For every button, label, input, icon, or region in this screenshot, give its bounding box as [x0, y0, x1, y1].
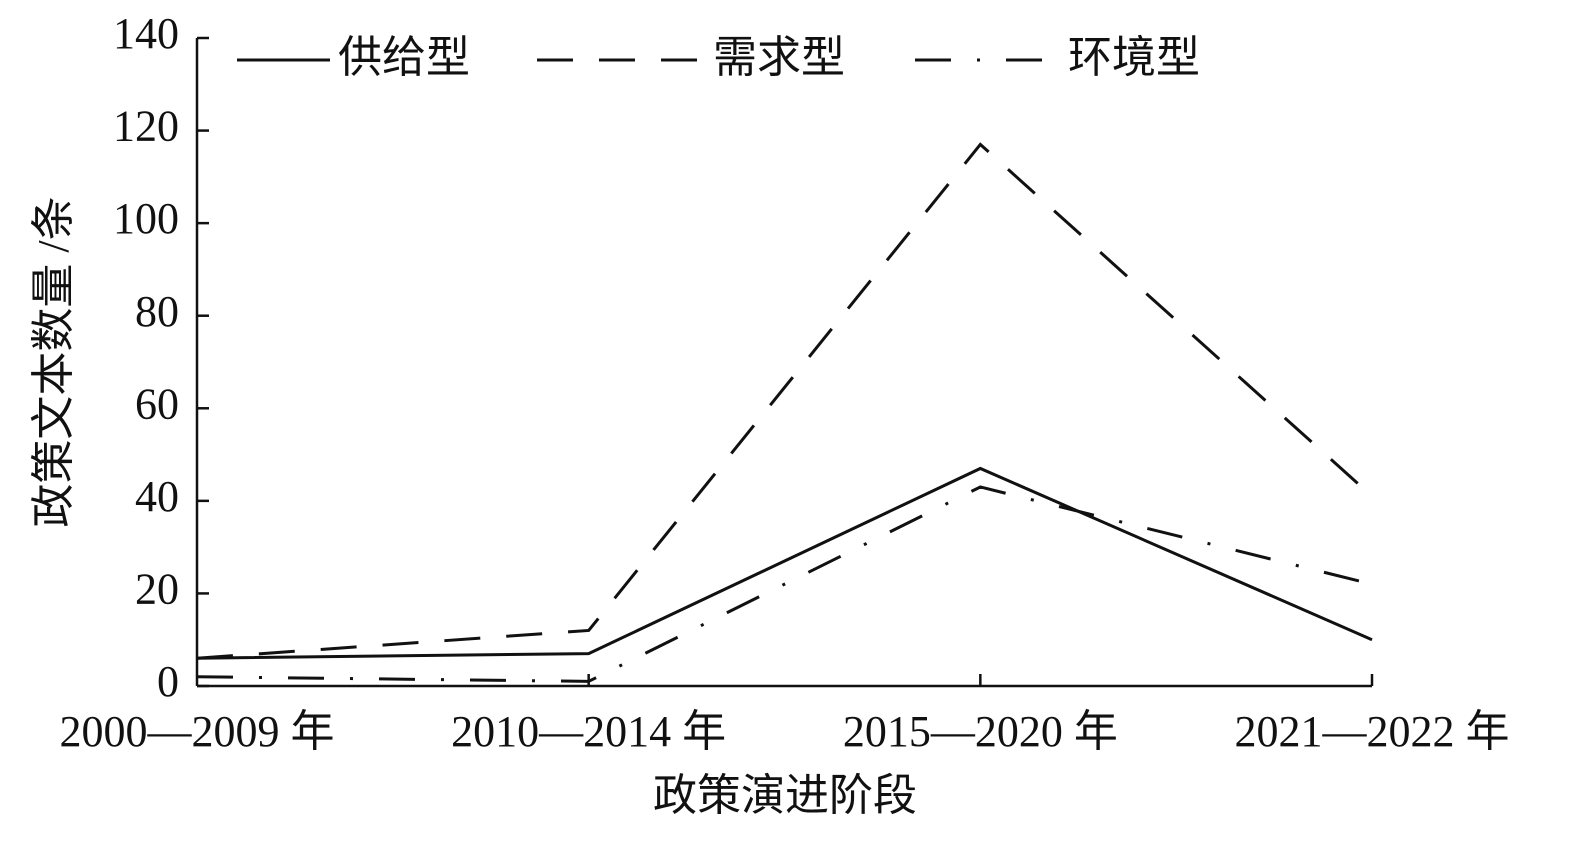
y-tick-label: 100 [113, 194, 179, 243]
x-tick-label: 2021—2022 年 [1235, 707, 1510, 756]
legend-label: 供给型 [338, 33, 470, 82]
y-tick-label: 140 [113, 9, 179, 58]
x-tick-label: 2000—2009 年 [60, 707, 335, 756]
series-line [196, 466, 1373, 660]
y-tick-label: 120 [113, 102, 179, 151]
series-line [196, 142, 1374, 660]
x-axis-label: 政策演进阶段 [653, 771, 917, 820]
x-tick-label: 2010—2014 年 [451, 707, 726, 756]
y-axis-label: 政策文本数量 /条 [29, 196, 78, 527]
legend-label: 需求型 [713, 33, 845, 82]
y-tick-label: 60 [135, 379, 179, 428]
y-tick-label: 40 [135, 472, 179, 521]
x-tick-label: 2015—2020 年 [843, 707, 1118, 756]
legend-label: 环境型 [1068, 33, 1200, 82]
y-tick-label: 80 [135, 287, 179, 336]
series-line [196, 485, 1373, 683]
y-tick-label: 0 [157, 657, 179, 706]
y-tick-label: 20 [135, 565, 179, 614]
